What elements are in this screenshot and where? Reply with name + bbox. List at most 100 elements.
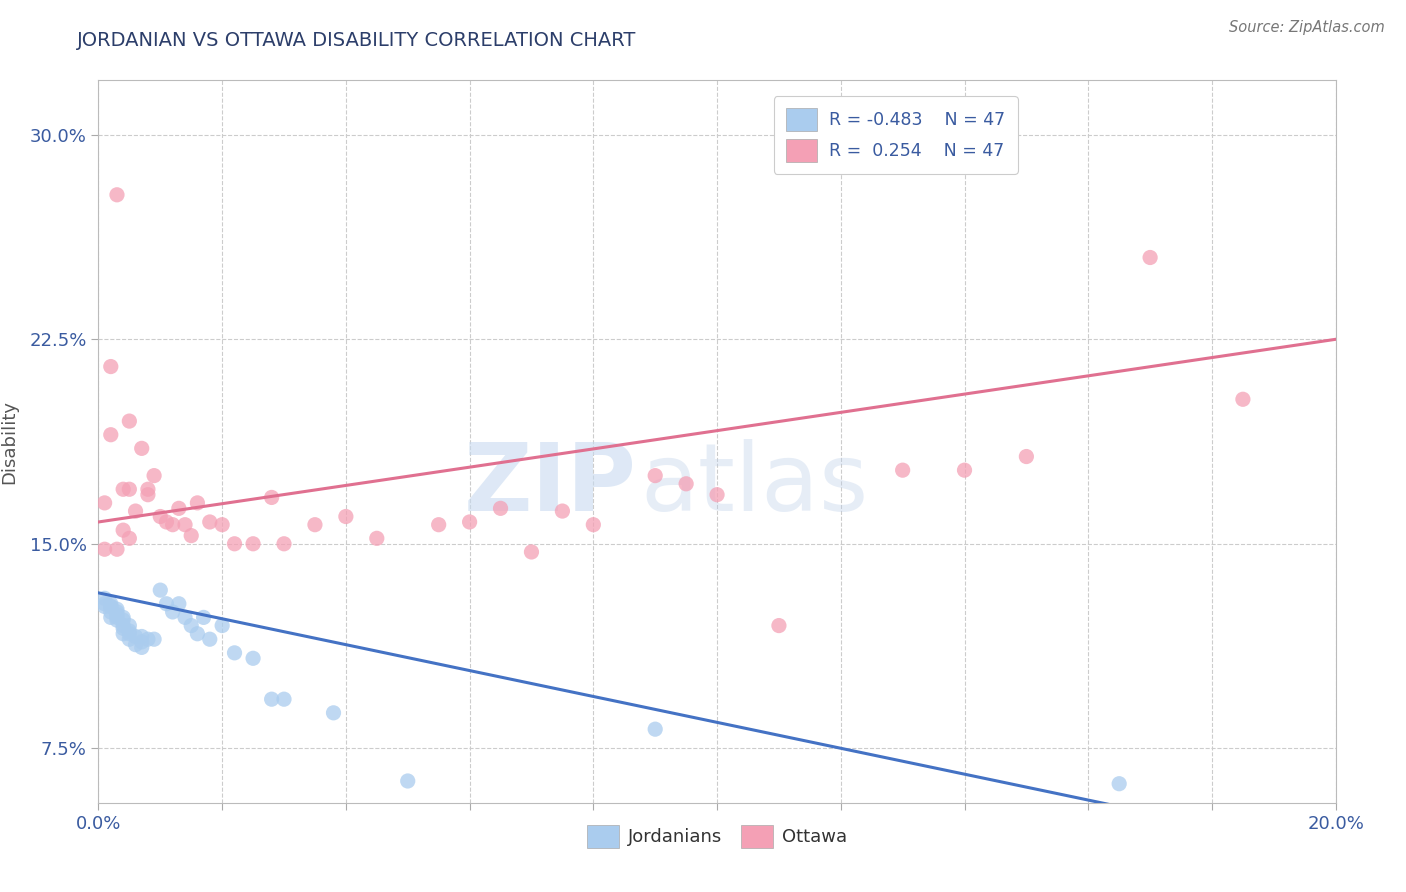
Point	[644, 468, 666, 483]
Point	[100, 599, 122, 614]
Point	[118, 618, 141, 632]
Point	[105, 187, 128, 202]
Point	[124, 638, 146, 652]
Point	[118, 632, 141, 647]
Point	[100, 599, 122, 614]
Legend: Jordanians, Ottawa: Jordanians, Ottawa	[579, 818, 855, 855]
Point	[93, 542, 115, 557]
Point	[242, 537, 264, 551]
Point	[953, 463, 976, 477]
Point	[520, 545, 543, 559]
Point	[211, 517, 233, 532]
Point	[105, 542, 128, 557]
Point	[167, 597, 190, 611]
Point	[180, 528, 202, 542]
Point	[396, 774, 419, 789]
Point	[93, 597, 115, 611]
Point	[136, 488, 159, 502]
Point	[224, 646, 246, 660]
Point	[174, 610, 197, 624]
Point	[136, 632, 159, 647]
Point	[1139, 251, 1161, 265]
Point	[198, 632, 221, 647]
Point	[224, 537, 246, 551]
Point	[124, 630, 146, 644]
Point	[112, 626, 135, 640]
Point	[167, 501, 190, 516]
Point	[118, 624, 141, 638]
Point	[143, 468, 166, 483]
Y-axis label: Disability: Disability	[0, 400, 18, 483]
Point	[458, 515, 481, 529]
Point	[186, 626, 208, 640]
Point	[100, 359, 122, 374]
Point	[118, 482, 141, 496]
Point	[112, 523, 135, 537]
Point	[124, 504, 146, 518]
Point	[112, 610, 135, 624]
Point	[105, 602, 128, 616]
Point	[162, 517, 184, 532]
Point	[304, 517, 326, 532]
Point	[582, 517, 605, 532]
Point	[118, 532, 141, 546]
Point	[551, 504, 574, 518]
Point	[211, 618, 233, 632]
Point	[644, 722, 666, 736]
Point	[93, 599, 115, 614]
Point	[768, 618, 790, 632]
Point	[100, 427, 122, 442]
Point	[100, 610, 122, 624]
Point	[335, 509, 357, 524]
Point	[112, 482, 135, 496]
Point	[143, 632, 166, 647]
Point	[273, 692, 295, 706]
Point	[155, 515, 177, 529]
Point	[149, 509, 172, 524]
Point	[131, 630, 153, 644]
Text: atlas: atlas	[640, 439, 869, 531]
Point	[105, 605, 128, 619]
Point	[1108, 777, 1130, 791]
Point	[155, 597, 177, 611]
Point	[105, 610, 128, 624]
Point	[112, 621, 135, 635]
Point	[198, 515, 221, 529]
Point	[118, 626, 141, 640]
Point	[131, 635, 153, 649]
Point	[100, 597, 122, 611]
Point	[131, 442, 153, 456]
Point	[93, 496, 115, 510]
Point	[131, 640, 153, 655]
Point	[675, 476, 697, 491]
Text: JORDANIAN VS OTTAWA DISABILITY CORRELATION CHART: JORDANIAN VS OTTAWA DISABILITY CORRELATI…	[77, 31, 637, 50]
Point	[162, 605, 184, 619]
Point	[1015, 450, 1038, 464]
Point	[1232, 392, 1254, 407]
Point	[706, 488, 728, 502]
Point	[186, 496, 208, 510]
Point	[891, 463, 914, 477]
Point	[193, 610, 215, 624]
Point	[112, 613, 135, 627]
Point	[112, 618, 135, 632]
Point	[93, 591, 115, 606]
Point	[105, 607, 128, 622]
Point	[242, 651, 264, 665]
Point	[260, 692, 283, 706]
Point	[273, 537, 295, 551]
Point	[118, 414, 141, 428]
Text: Source: ZipAtlas.com: Source: ZipAtlas.com	[1229, 20, 1385, 35]
Point	[366, 532, 388, 546]
Point	[149, 583, 172, 598]
Point	[174, 517, 197, 532]
Point	[260, 491, 283, 505]
Point	[427, 517, 450, 532]
Point	[180, 618, 202, 632]
Point	[322, 706, 344, 720]
Point	[100, 605, 122, 619]
Text: ZIP: ZIP	[464, 439, 637, 531]
Point	[136, 482, 159, 496]
Point	[105, 613, 128, 627]
Point	[489, 501, 512, 516]
